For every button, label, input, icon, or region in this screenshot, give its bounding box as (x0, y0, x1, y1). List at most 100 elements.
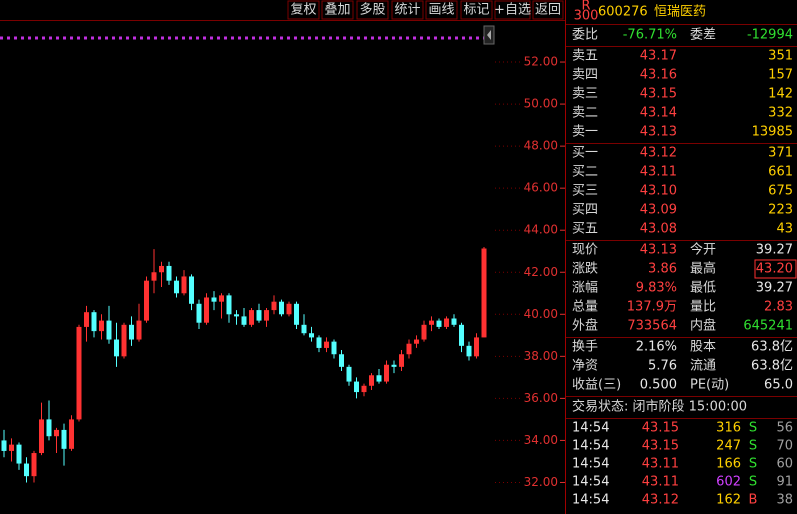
panel-text: 43.17 (640, 49, 677, 64)
panel-text: 9.83% (636, 281, 677, 296)
panel-text: 股本 (690, 340, 716, 355)
panel-text: 43.13 (640, 243, 677, 258)
candle-body (429, 320, 434, 325)
y-tick-label: 52.00 (524, 55, 558, 69)
candle-body (286, 303, 292, 315)
candle-body (54, 429, 59, 437)
panel-text: 现价 (572, 243, 598, 258)
panel-text: 卖一 (572, 125, 598, 140)
toolbar-button[interactable] (356, 0, 389, 20)
panel-text: 涨幅 (572, 281, 598, 296)
toolbar-label[interactable]: 画线 (428, 3, 454, 18)
candle-body (16, 444, 22, 464)
toolbar-button[interactable] (287, 0, 320, 20)
panel-text: 43.16 (640, 68, 677, 83)
candle-chart: 32.00 34.00 36.00 38.00 40.00 42.00 44.00 46.00… (1, 55, 565, 489)
toolbar-button[interactable] (425, 0, 458, 20)
y-tick-label: 48.00 (524, 139, 558, 153)
panel-text: 38 (776, 493, 793, 508)
panel-text: 247 (716, 439, 741, 454)
panel-text: 买四 (572, 203, 598, 218)
panel-text: 卖五 (572, 49, 598, 64)
panel-text: S (749, 439, 757, 454)
highlight-box (754, 259, 797, 279)
candle-body (46, 419, 52, 437)
panel-text: 60 (776, 457, 793, 472)
candle-body (219, 295, 224, 302)
panel-text: 流通 (690, 359, 716, 374)
toolbar-label[interactable]: 返回 (535, 3, 561, 18)
toolbar-button[interactable] (532, 0, 564, 20)
toolbar-label[interactable]: 统计 (394, 3, 420, 18)
panel-text: 56 (776, 421, 793, 436)
candle-body (151, 272, 157, 281)
candle-body (421, 324, 427, 340)
panel-text: 39.27 (756, 243, 793, 258)
panel-text: 买五 (572, 222, 598, 237)
panel-text: 总量 (572, 300, 598, 315)
toolbar-label[interactable]: 标记 (463, 3, 489, 18)
candle-body (61, 429, 67, 449)
candle-body (91, 312, 97, 332)
toolbar-label[interactable]: 复权 (290, 2, 316, 18)
panel-text: 43.11 (642, 475, 679, 490)
candle-body (339, 354, 344, 367)
candle-body (391, 364, 397, 367)
candle-body (256, 310, 262, 321)
toolbar-button[interactable] (460, 0, 493, 20)
panel-text: 43.15 (642, 421, 679, 436)
y-tick-label: 50.00 (524, 97, 558, 111)
panel-text: 142 (768, 87, 793, 102)
candle-body (444, 318, 449, 327)
panel-text: 43.15 (642, 439, 679, 454)
toolbar-label[interactable]: +自选 (494, 3, 531, 18)
candle-body (226, 295, 232, 315)
panel-text: 70 (776, 439, 793, 454)
toolbar-button[interactable] (391, 0, 424, 20)
panel-text: S (749, 457, 757, 472)
y-tick-label: 42.00 (524, 265, 558, 279)
candle-body (204, 297, 209, 323)
candle-body (466, 345, 472, 357)
panel-text: -76.71% (623, 28, 677, 43)
candle-body (369, 375, 374, 386)
panel-text: 2.16% (636, 340, 677, 355)
y-tick-label: 38.00 (524, 349, 558, 363)
panel-text: 13985 (752, 125, 793, 140)
candle-body (144, 280, 149, 321)
toolbar-button[interactable] (494, 0, 531, 20)
panel-text: 14:54 (572, 457, 609, 472)
panel-text: 91 (776, 475, 793, 490)
candle-body (31, 453, 37, 477)
panel-text: 收益(三) (572, 378, 621, 393)
candle-body (279, 301, 284, 315)
panel-text: 157 (768, 68, 793, 83)
candle-body (211, 297, 217, 302)
toolbar-label[interactable]: 多股 (359, 2, 385, 18)
panel-text: 最高 (690, 261, 716, 277)
panel-text: 卖二 (572, 106, 598, 121)
panel-text: 43 (776, 222, 793, 237)
panel-text: 43.10 (640, 184, 677, 199)
toolbar-button[interactable] (321, 0, 354, 20)
candle-body (474, 337, 479, 357)
panel-text: 43.11 (640, 165, 677, 180)
panel-text: 63.8亿 (751, 340, 793, 355)
panel-text: 买三 (572, 184, 598, 199)
candle-body (451, 318, 457, 325)
candle-body (69, 419, 74, 449)
panel-text: 内盘 (690, 318, 716, 334)
panel-text: S (749, 475, 757, 490)
panel-text: 43.12 (642, 493, 679, 508)
candle-body (1, 440, 7, 451)
panel-text: 量比 (690, 300, 716, 315)
panel-text: 涨跌 (572, 261, 598, 277)
panel-text: 交易状态: 闭市阶段 15:00:00 (572, 399, 747, 415)
panel-text: 14:54 (572, 421, 609, 436)
panel-text: 65.0 (764, 378, 793, 393)
toolbar-label[interactable]: 叠加 (324, 3, 350, 18)
candle-body (316, 337, 322, 348)
panel-text: 买一 (572, 146, 598, 161)
panel-text: 351 (768, 49, 793, 64)
candle-body (346, 366, 352, 382)
